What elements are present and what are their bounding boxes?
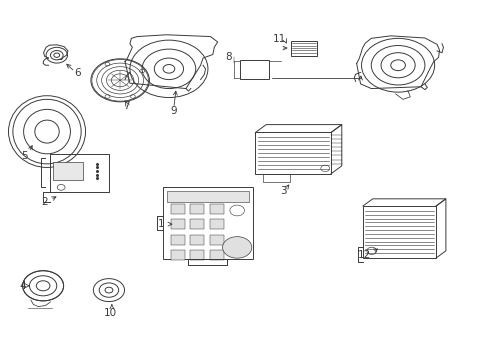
Bar xyxy=(170,204,184,215)
Bar xyxy=(290,41,317,55)
Bar xyxy=(166,191,248,202)
Bar xyxy=(190,220,203,229)
Text: 10: 10 xyxy=(103,308,117,318)
Bar xyxy=(163,187,252,259)
Circle shape xyxy=(222,237,251,258)
Text: 2: 2 xyxy=(41,197,48,207)
Bar xyxy=(209,204,223,215)
Bar xyxy=(209,220,223,229)
Text: 11: 11 xyxy=(272,34,285,44)
Text: 9: 9 xyxy=(170,106,177,116)
Bar xyxy=(239,60,268,80)
Text: 12: 12 xyxy=(357,250,370,260)
Bar xyxy=(209,234,223,244)
Bar xyxy=(170,249,184,260)
Bar xyxy=(209,249,223,260)
Bar xyxy=(53,162,83,180)
Bar xyxy=(170,234,184,244)
Text: 1: 1 xyxy=(158,219,164,229)
Bar xyxy=(362,206,435,258)
Bar xyxy=(170,220,184,229)
Text: 5: 5 xyxy=(21,150,27,161)
Bar xyxy=(190,204,203,215)
Bar xyxy=(190,249,203,260)
Text: 8: 8 xyxy=(225,52,232,62)
Bar xyxy=(262,174,289,181)
Text: 4: 4 xyxy=(20,281,26,291)
Bar xyxy=(190,234,203,244)
Text: 6: 6 xyxy=(74,68,81,78)
Bar xyxy=(50,154,109,192)
Text: 7: 7 xyxy=(123,101,129,111)
Text: 3: 3 xyxy=(280,186,286,197)
Bar xyxy=(255,132,330,174)
